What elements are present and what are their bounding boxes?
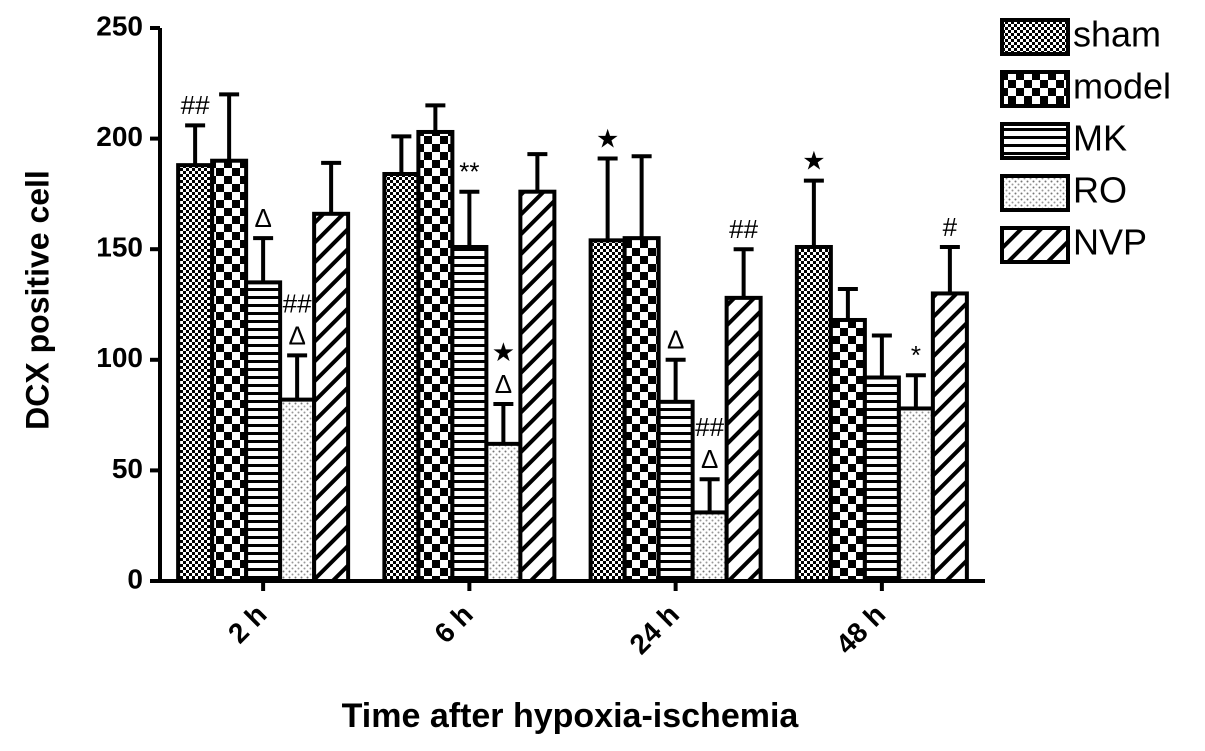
- annotation: ##: [283, 288, 312, 318]
- annotation: ##: [729, 214, 758, 244]
- bar: [896, 406, 935, 583]
- annotation: Δ: [495, 369, 512, 399]
- y-tick-label: 250: [96, 10, 143, 41]
- legend-swatch: [1000, 226, 1070, 264]
- x-tick-label: 48 h: [830, 599, 892, 661]
- bar: [828, 317, 867, 583]
- bar: [622, 236, 661, 583]
- y-axis-label: DCX positive cell: [19, 170, 55, 430]
- bar: [930, 291, 969, 583]
- bar: [210, 158, 249, 583]
- annotation: ★: [802, 146, 825, 176]
- legend-swatch: [1000, 70, 1070, 108]
- bar: [484, 441, 523, 583]
- bar: [724, 295, 763, 583]
- bar: [588, 238, 627, 584]
- annotation: ★: [492, 337, 515, 367]
- annotation: #: [943, 212, 958, 242]
- bar: [690, 510, 729, 583]
- legend-label: RO: [1073, 170, 1127, 211]
- bar: [794, 244, 833, 583]
- bar: [278, 397, 317, 583]
- y-tick-label: 0: [127, 563, 143, 594]
- bar: [518, 189, 557, 584]
- bar: [382, 171, 421, 583]
- bar: [862, 375, 901, 583]
- bar: [176, 163, 215, 583]
- annotation: Δ: [667, 325, 684, 355]
- y-tick-label: 150: [96, 232, 143, 263]
- annotation: **: [459, 157, 479, 187]
- annotation: ★: [596, 123, 619, 153]
- legend-label: NVP: [1073, 222, 1147, 263]
- legend-swatch: [1000, 122, 1070, 160]
- bar: [656, 399, 695, 583]
- bar: [450, 244, 489, 583]
- x-tick-label: 6 h: [428, 599, 479, 650]
- annotation: Δ: [701, 444, 718, 474]
- bar: [312, 211, 351, 583]
- legend-swatch: [1000, 18, 1070, 56]
- annotation: Δ: [254, 203, 271, 233]
- annotation: *: [911, 340, 921, 370]
- x-tick-label: 24 h: [624, 599, 686, 661]
- legend-label: MK: [1073, 118, 1127, 159]
- legend-label: sham: [1073, 14, 1161, 55]
- legend-swatch: [1000, 174, 1070, 212]
- y-tick-label: 50: [112, 453, 143, 484]
- annotation: Δ: [288, 320, 305, 350]
- legend-label: model: [1073, 66, 1171, 107]
- bar: [416, 129, 455, 584]
- annotation: ##: [181, 90, 210, 120]
- annotation: ##: [695, 412, 724, 442]
- x-tick-label: 2 h: [222, 599, 273, 650]
- x-axis-label: Time after hypoxia-ischemia: [342, 697, 800, 735]
- y-tick-label: 100: [96, 342, 143, 373]
- bar: [244, 280, 283, 583]
- y-tick-label: 200: [96, 121, 143, 152]
